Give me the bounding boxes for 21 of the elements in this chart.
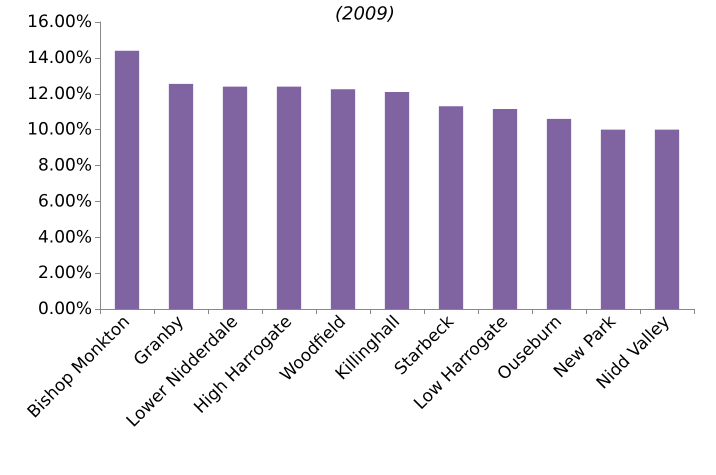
y-tick-label: 12.00% [27,84,92,104]
bar [114,50,140,309]
y-tick-label: 4.00% [38,227,92,248]
bar [600,130,626,309]
bar [222,86,248,309]
bar [276,86,302,309]
y-tick-label: 10.00% [27,120,92,140]
bar [492,108,518,309]
bar [384,92,410,309]
y-tick-label: 14.00% [27,48,92,68]
bar [168,84,194,309]
bar [654,130,680,309]
chart-title: (2009) [335,4,395,24]
y-tick-label: 2.00% [38,263,92,284]
y-tick-label: 16.00% [27,12,92,32]
bar [438,106,464,309]
y-tick-label: 0.00% [38,299,92,319]
bar [546,118,572,309]
y-tick-label: 6.00% [38,191,92,212]
bar [330,89,356,309]
y-tick-label: 8.00% [38,156,92,176]
